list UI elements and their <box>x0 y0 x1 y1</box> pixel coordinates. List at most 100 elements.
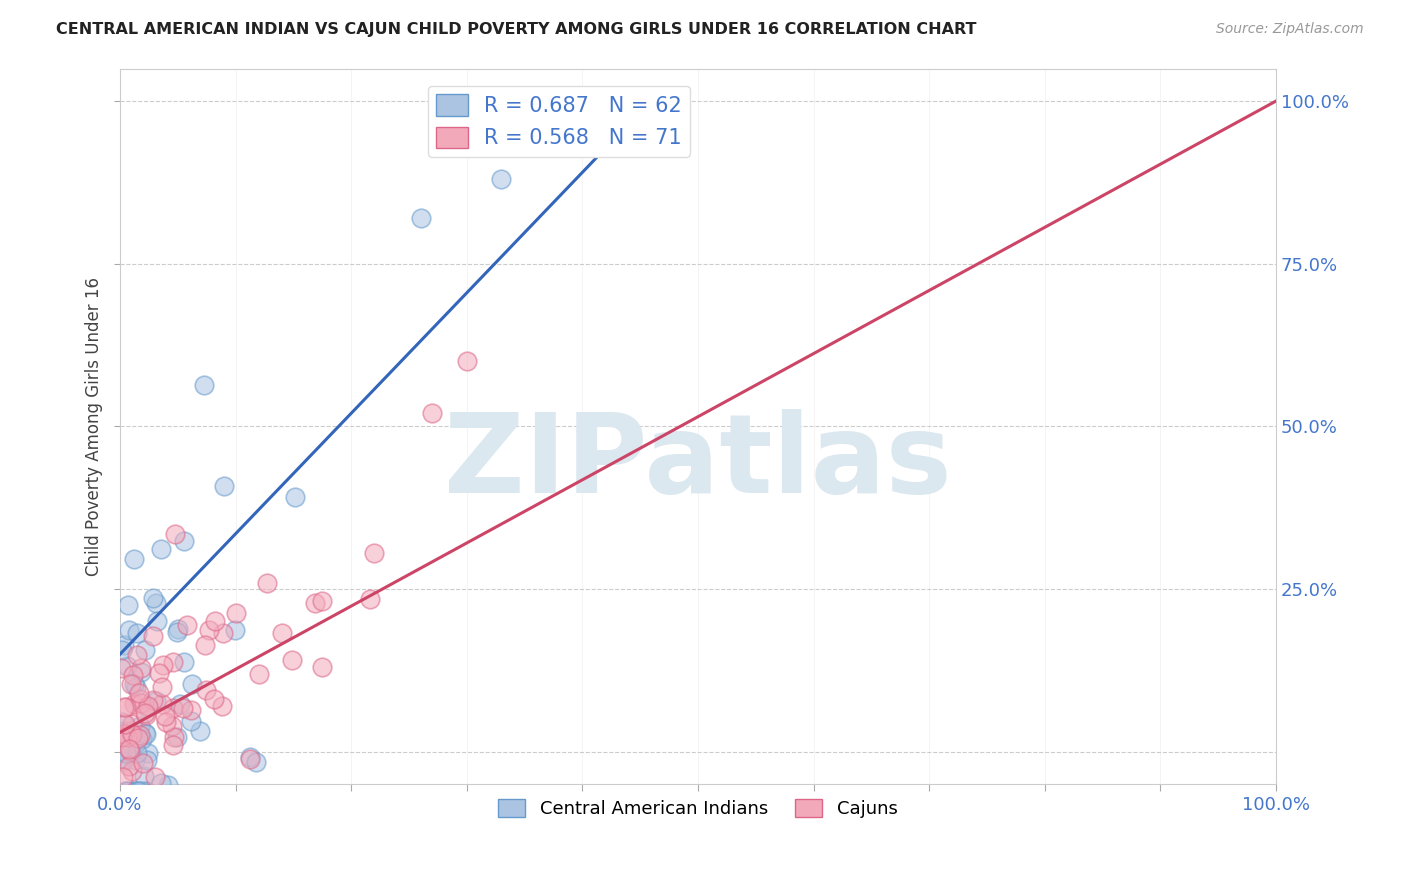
Point <box>180 714 202 728</box>
Point <box>150 776 173 790</box>
Point <box>117 784 139 798</box>
Point <box>304 596 326 610</box>
Point <box>129 665 152 679</box>
Point <box>131 732 153 747</box>
Point <box>124 753 146 767</box>
Point <box>193 378 215 392</box>
Point <box>136 747 159 761</box>
Point <box>281 652 304 666</box>
Point <box>111 751 134 765</box>
Point <box>115 700 138 714</box>
Point <box>132 769 155 783</box>
Point <box>456 354 478 368</box>
Point <box>112 754 135 768</box>
Point <box>110 660 132 674</box>
Point <box>138 699 160 714</box>
Point <box>122 698 145 712</box>
Point <box>121 784 143 798</box>
Point <box>135 784 157 798</box>
Point <box>132 756 155 770</box>
Point <box>150 697 173 711</box>
Point <box>212 478 235 492</box>
Point <box>121 668 143 682</box>
Point <box>155 714 177 729</box>
Point <box>163 526 186 541</box>
Point <box>245 756 267 770</box>
Point <box>129 728 152 742</box>
Point <box>129 784 152 798</box>
Point <box>115 659 138 673</box>
Text: ZIPatlas: ZIPatlas <box>444 409 952 516</box>
Point <box>127 731 149 745</box>
Point <box>111 790 134 805</box>
Point <box>118 744 141 758</box>
Point <box>152 658 174 673</box>
Point <box>166 625 188 640</box>
Point <box>112 638 135 652</box>
Point <box>142 591 165 605</box>
Point <box>136 700 159 714</box>
Point <box>127 626 149 640</box>
Point <box>111 731 134 745</box>
Point <box>225 607 247 621</box>
Text: CENTRAL AMERICAN INDIAN VS CAJUN CHILD POVERTY AMONG GIRLS UNDER 16 CORRELATION : CENTRAL AMERICAN INDIAN VS CAJUN CHILD P… <box>56 22 977 37</box>
Point <box>111 724 134 739</box>
Point <box>173 533 195 548</box>
Point <box>143 770 166 784</box>
Point <box>118 742 141 756</box>
Point <box>172 701 194 715</box>
Point <box>145 596 167 610</box>
Point <box>194 638 217 652</box>
Point <box>122 551 145 566</box>
Point <box>166 730 188 744</box>
Point <box>117 599 139 613</box>
Point <box>224 623 246 637</box>
Point <box>127 746 149 760</box>
Point <box>125 681 148 695</box>
Point <box>162 655 184 669</box>
Point <box>311 660 333 674</box>
Point <box>135 708 157 723</box>
Point <box>127 784 149 798</box>
Point <box>135 727 157 741</box>
Point <box>131 797 153 811</box>
Point <box>145 614 167 628</box>
Point <box>156 778 179 792</box>
Point <box>125 736 148 750</box>
Point <box>491 172 513 186</box>
Point <box>118 623 141 637</box>
Point <box>456 120 478 134</box>
Point <box>121 716 143 731</box>
Point <box>198 623 221 637</box>
Point <box>256 575 278 590</box>
Point <box>127 648 149 662</box>
Point <box>173 656 195 670</box>
Point <box>121 794 143 808</box>
Point <box>180 677 202 691</box>
Point <box>152 681 174 695</box>
Point <box>118 759 141 773</box>
Point <box>271 626 294 640</box>
Point <box>115 784 138 798</box>
Text: Source: ZipAtlas.com: Source: ZipAtlas.com <box>1216 22 1364 37</box>
Point <box>111 643 134 657</box>
Point <box>153 708 176 723</box>
Legend: Central American Indians, Cajuns: Central American Indians, Cajuns <box>491 792 905 825</box>
Point <box>176 618 198 632</box>
Point <box>112 790 135 805</box>
Point <box>118 724 141 739</box>
Point <box>162 700 184 714</box>
Point <box>247 666 270 681</box>
Point <box>188 723 211 738</box>
Point <box>111 770 134 784</box>
Point <box>204 614 226 628</box>
Point <box>160 719 183 733</box>
Point <box>111 726 134 740</box>
Point <box>169 697 191 711</box>
Point <box>145 694 167 708</box>
Point <box>136 753 159 767</box>
Point <box>121 727 143 741</box>
Point <box>122 677 145 691</box>
Point <box>112 727 135 741</box>
Point <box>212 625 235 640</box>
